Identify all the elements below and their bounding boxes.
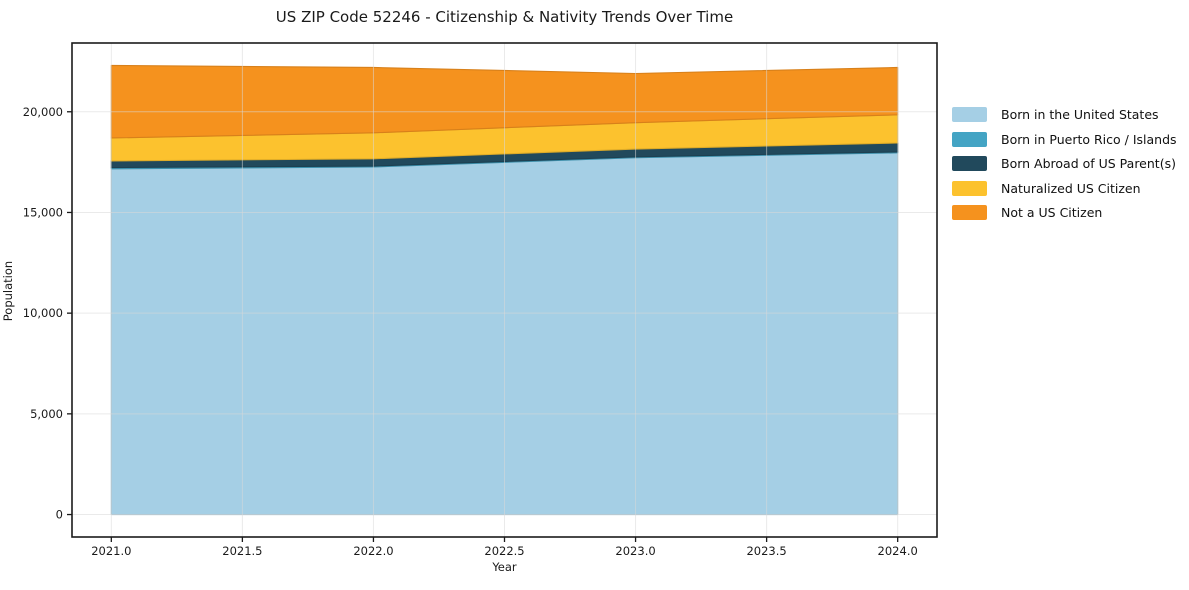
y-axis-label: Population — [1, 260, 15, 322]
legend-label: Naturalized US Citizen — [1001, 180, 1141, 196]
legend-item: Born in Puerto Rico / Islands — [952, 131, 1177, 147]
y-tick-label: 15,000 — [23, 205, 63, 219]
legend-swatch-icon — [952, 131, 987, 147]
x-tick-label: 2021.5 — [222, 544, 262, 558]
legend: Born in the United States Born in Puerto … — [952, 107, 1177, 230]
legend-label: Born in Puerto Rico / Islands — [1001, 131, 1177, 147]
legend-swatch-icon — [952, 180, 987, 196]
legend-item: Naturalized US Citizen — [952, 180, 1177, 196]
y-tick-label: 5,000 — [30, 407, 63, 421]
x-tick-label: 2024.0 — [878, 544, 918, 558]
legend-swatch-icon — [952, 156, 987, 171]
legend-item: Not a US Citizen — [952, 205, 1177, 220]
y-tick-label: 0 — [56, 508, 63, 522]
x-tick-label: 2023.5 — [746, 544, 786, 558]
x-axis-label: Year — [492, 560, 517, 574]
x-tick-label: 2022.0 — [353, 544, 393, 558]
legend-label: Not a US Citizen — [1001, 205, 1103, 220]
x-tick-label: 2021.0 — [91, 544, 131, 558]
x-tick-label: 2023.0 — [615, 544, 655, 558]
legend-item: Born Abroad of US Parent(s) — [952, 156, 1177, 171]
legend-swatch-icon — [952, 205, 987, 220]
chart-title: US ZIP Code 52246 - Citizenship & Nativi… — [275, 8, 734, 26]
legend-label: Born in the United States — [1001, 107, 1159, 122]
legend-item: Born in the United States — [952, 107, 1177, 122]
y-tick-label: 20,000 — [23, 105, 63, 119]
legend-swatch-icon — [952, 107, 987, 122]
x-tick-label: 2022.5 — [484, 544, 524, 558]
legend-label: Born Abroad of US Parent(s) — [1001, 156, 1176, 171]
y-tick-label: 10,000 — [23, 306, 63, 320]
